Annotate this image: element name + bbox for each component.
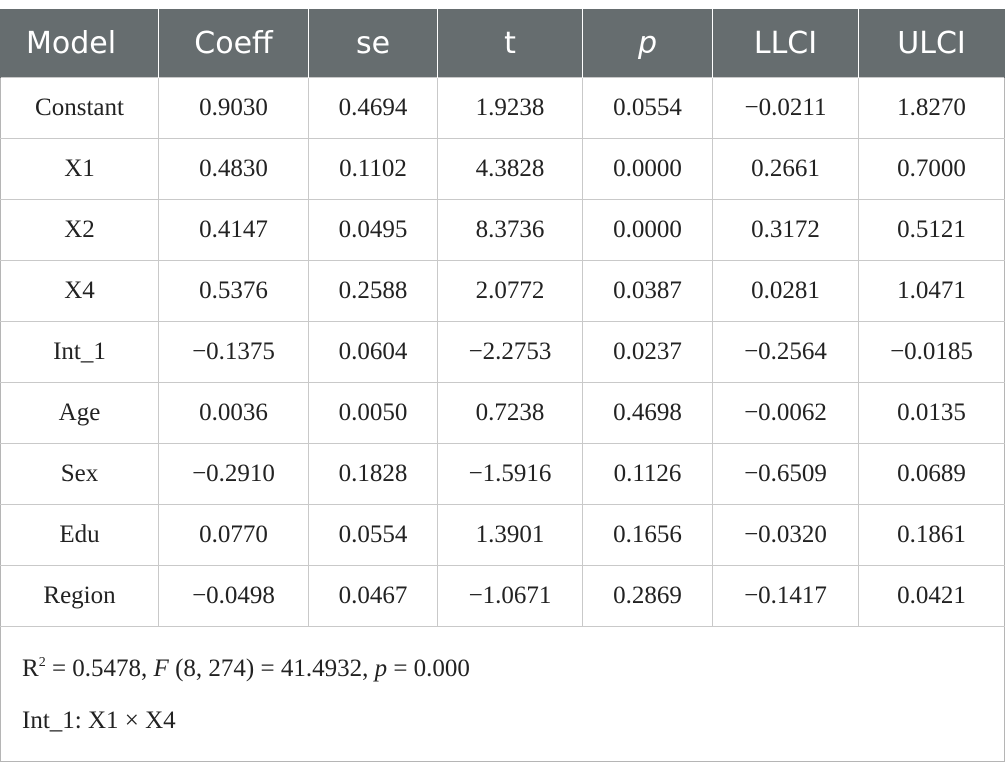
cell-llci: −0.0320 [712,504,859,566]
cell-llci: −0.2564 [712,321,859,383]
cell-se: 0.0050 [308,382,438,444]
cell-ulci: 1.8270 [858,77,1005,139]
table-row: Edu 0.0770 0.0554 1.3901 0.1656 −0.0320 0.1861 [0,504,1005,566]
cell-se: 0.0495 [308,199,438,261]
regression-table-container: Model Coeff se t p LLCI ULCI Constant 0.9… [0,9,1005,762]
cell-p: 0.0554 [582,77,713,139]
model-fit-statistics: R2 = 0.5478, F (8, 274) = 41.4932, p = 0… [22,643,1004,695]
cell-model: Sex [0,443,159,505]
table-row: Int_1 −0.1375 0.0604 −2.2753 0.0237 −0.2564 −0… [0,321,1005,383]
cell-ulci: 0.5121 [858,199,1005,261]
cell-p: 0.1656 [582,504,713,566]
cell-coeff: 0.4147 [158,199,309,261]
cell-se: 0.0467 [308,565,438,627]
cell-model: X4 [0,260,159,322]
cell-p: 0.4698 [582,382,713,444]
cell-model: X1 [0,138,159,200]
cell-ulci: −0.0185 [858,321,1005,383]
cell-se: 0.1102 [308,138,438,200]
interaction-term-note: Int_1: X1 × X4 [22,707,176,734]
cell-llci: −0.1417 [712,565,859,627]
cell-coeff: −0.0498 [158,565,309,627]
cell-t: 2.0772 [437,260,583,322]
cell-p: 0.2869 [582,565,713,627]
cell-t: −1.0671 [437,565,583,627]
f-statistic-value: (8, 274) = 41.4932, [168,655,375,682]
header-ulci: ULCI [858,9,1005,78]
cell-p: 0.0237 [582,321,713,383]
cell-t: 4.3828 [437,138,583,200]
cell-coeff: 0.4830 [158,138,309,200]
table-row: X4 0.5376 0.2588 2.0772 0.0387 0.0281 1.0471 [0,260,1005,322]
p-value: = 0.000 [387,655,470,682]
cell-ulci: 0.7000 [858,138,1005,200]
header-model: Model [0,9,159,78]
cell-ulci: 0.0421 [858,565,1005,627]
cell-p: 0.0000 [582,199,713,261]
header-se: se [308,9,438,78]
header-row: Model Coeff se t p LLCI ULCI [0,9,1005,78]
cell-llci: −0.6509 [712,443,859,505]
r-squared-superscript: 2 [38,655,46,670]
cell-se: 0.0554 [308,504,438,566]
table-row: Sex −0.2910 0.1828 −1.5916 0.1126 −0.6509 0.06… [0,443,1005,505]
cell-coeff: −0.2910 [158,443,309,505]
table-footnote: R2 = 0.5478, F (8, 274) = 41.4932, p = 0… [0,626,1005,762]
table-body: Constant 0.9030 0.4694 1.9238 0.0554 −0.0211 1… [0,77,1005,762]
cell-llci: 0.2661 [712,138,859,200]
cell-model: Age [0,382,159,444]
cell-model: Region [0,565,159,627]
table-row: Age 0.0036 0.0050 0.7238 0.4698 −0.0062 0.0135 [0,382,1005,444]
cell-t: 1.9238 [437,77,583,139]
cell-ulci: 0.0689 [858,443,1005,505]
cell-model: Edu [0,504,159,566]
cell-t: −2.2753 [437,321,583,383]
cell-coeff: 0.9030 [158,77,309,139]
f-symbol: F [153,655,169,682]
table-row: X2 0.4147 0.0495 8.3736 0.0000 0.3172 0.5121 [0,199,1005,261]
cell-se: 0.0604 [308,321,438,383]
cell-llci: −0.0062 [712,382,859,444]
cell-ulci: 0.0135 [858,382,1005,444]
table-row: X1 0.4830 0.1102 4.3828 0.0000 0.2661 0.7000 [0,138,1005,200]
cell-coeff: −0.1375 [158,321,309,383]
cell-se: 0.2588 [308,260,438,322]
p-symbol: p [374,655,388,682]
table-header: Model Coeff se t p LLCI ULCI [0,9,1005,78]
cell-coeff: 0.0036 [158,382,309,444]
cell-ulci: 0.1861 [858,504,1005,566]
cell-p: 0.0387 [582,260,713,322]
header-p: p [582,9,713,78]
cell-model: X2 [0,199,159,261]
cell-llci: 0.0281 [712,260,859,322]
table-row: Constant 0.9030 0.4694 1.9238 0.0554 −0.0211 1… [0,77,1005,139]
header-llci: LLCI [712,9,859,78]
cell-ulci: 1.0471 [858,260,1005,322]
cell-p: 0.1126 [582,443,713,505]
cell-llci: −0.0211 [712,77,859,139]
cell-t: 0.7238 [437,382,583,444]
cell-coeff: 0.0770 [158,504,309,566]
header-t: t [437,9,583,78]
table-footer-row: R2 = 0.5478, F (8, 274) = 41.4932, p = 0… [0,626,1005,762]
cell-model: Int_1 [0,321,159,383]
cell-llci: 0.3172 [712,199,859,261]
regression-table: Model Coeff se t p LLCI ULCI Constant 0.9… [0,9,1005,762]
cell-t: 8.3736 [437,199,583,261]
table-row: Region −0.0498 0.0467 −1.0671 0.2869 −0.1417 0… [0,565,1005,627]
header-coeff: Coeff [158,9,309,78]
cell-coeff: 0.5376 [158,260,309,322]
cell-t: −1.5916 [437,443,583,505]
r-squared-value: = 0.5478, [45,655,154,682]
cell-t: 1.3901 [437,504,583,566]
cell-se: 0.4694 [308,77,438,139]
cell-model: Constant [0,77,159,139]
cell-p: 0.0000 [582,138,713,200]
cell-se: 0.1828 [308,443,438,505]
r-symbol: R [22,655,39,682]
